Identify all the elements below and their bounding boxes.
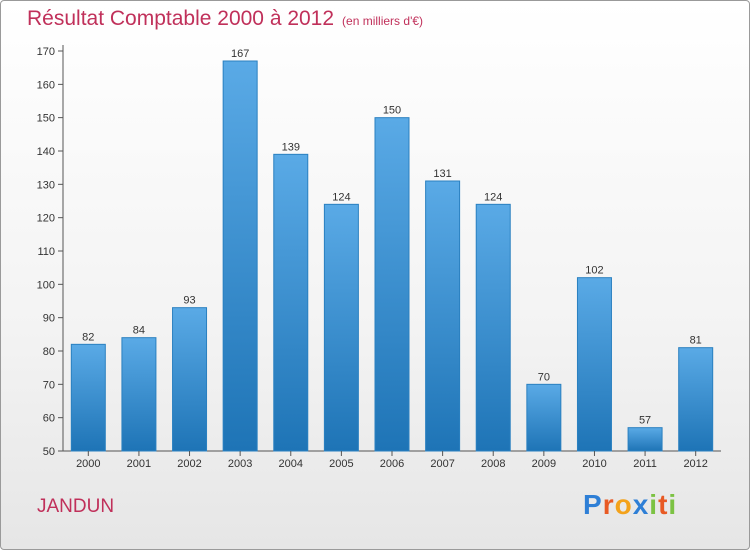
data-label-2008: 124 <box>484 191 502 203</box>
bar-2004 <box>273 153 309 452</box>
bar-2012 <box>678 347 714 452</box>
x-tick-label-2007: 2007 <box>430 458 454 470</box>
data-label-2006: 150 <box>383 105 401 117</box>
y-tick-label: 110 <box>37 246 55 258</box>
chart-subtitle: (en milliers d'€) <box>342 14 424 28</box>
data-label-2000: 82 <box>82 331 94 343</box>
logo-letter: i <box>649 489 659 520</box>
bar-2006 <box>374 117 410 452</box>
logo-letter: x <box>632 489 650 520</box>
x-tick-label-2002: 2002 <box>177 458 201 470</box>
x-tick-label-2001: 2001 <box>127 458 151 470</box>
logo-letter: r <box>602 489 615 520</box>
bar-2003 <box>222 60 258 452</box>
data-label-2001: 84 <box>133 325 145 337</box>
x-tick-label-2012: 2012 <box>683 458 707 470</box>
data-label-2012: 81 <box>690 335 702 347</box>
y-tick-label: 140 <box>37 146 55 158</box>
data-label-2011: 57 <box>639 415 651 427</box>
x-tick-label-2004: 2004 <box>279 458 303 470</box>
x-tick-label-2005: 2005 <box>329 458 353 470</box>
bar-2011 <box>627 427 663 452</box>
data-label-2007: 131 <box>433 168 451 180</box>
town-name: JANDUN <box>37 496 115 517</box>
y-tick-label: 130 <box>37 179 55 191</box>
logo-letter: P <box>583 489 603 520</box>
x-tick-label-2000: 2000 <box>76 458 100 470</box>
data-label-2002: 93 <box>183 295 195 307</box>
bar-2000 <box>70 343 106 452</box>
x-tick-label-2003: 2003 <box>228 458 252 470</box>
data-label-2005: 124 <box>332 191 350 203</box>
chart-title-text: Résultat Comptable 2000 à 2012 <box>27 7 335 30</box>
logo-letter: i <box>668 489 678 520</box>
bar-2009 <box>526 383 562 452</box>
y-tick-label: 60 <box>43 413 55 425</box>
logo-letter: o <box>614 489 633 520</box>
bar-2002 <box>172 307 208 452</box>
y-tick-label: 150 <box>37 113 55 125</box>
y-tick-label: 50 <box>43 446 55 458</box>
bar-2010 <box>576 277 612 452</box>
x-tick-label-2006: 2006 <box>380 458 404 470</box>
data-label-2010: 102 <box>585 265 603 277</box>
bar-2001 <box>121 337 157 452</box>
x-tick-label-2009: 2009 <box>532 458 556 470</box>
x-tick-label-2011: 2011 <box>633 458 657 470</box>
proxiti-logo: Proxiti <box>583 489 677 521</box>
chart-title: Résultat Comptable 2000 à 2012 (en millie… <box>27 7 423 31</box>
data-label-2004: 139 <box>282 141 300 153</box>
y-tick-label: 80 <box>43 346 55 358</box>
y-tick-label: 90 <box>43 313 55 325</box>
x-tick-label-2010: 2010 <box>582 458 606 470</box>
y-tick-label: 70 <box>43 379 55 391</box>
y-tick-label: 120 <box>37 213 55 225</box>
bar-2005 <box>323 203 359 452</box>
x-tick-label-2008: 2008 <box>481 458 505 470</box>
data-label-2003: 167 <box>231 48 249 60</box>
y-tick-label: 100 <box>37 279 55 291</box>
data-label-2009: 70 <box>538 371 550 383</box>
y-tick-label: 170 <box>37 46 55 58</box>
y-tick-label: 160 <box>37 79 55 91</box>
logo-letter: t <box>658 489 669 520</box>
bar-2007 <box>425 180 461 452</box>
bar-2008 <box>475 203 511 452</box>
